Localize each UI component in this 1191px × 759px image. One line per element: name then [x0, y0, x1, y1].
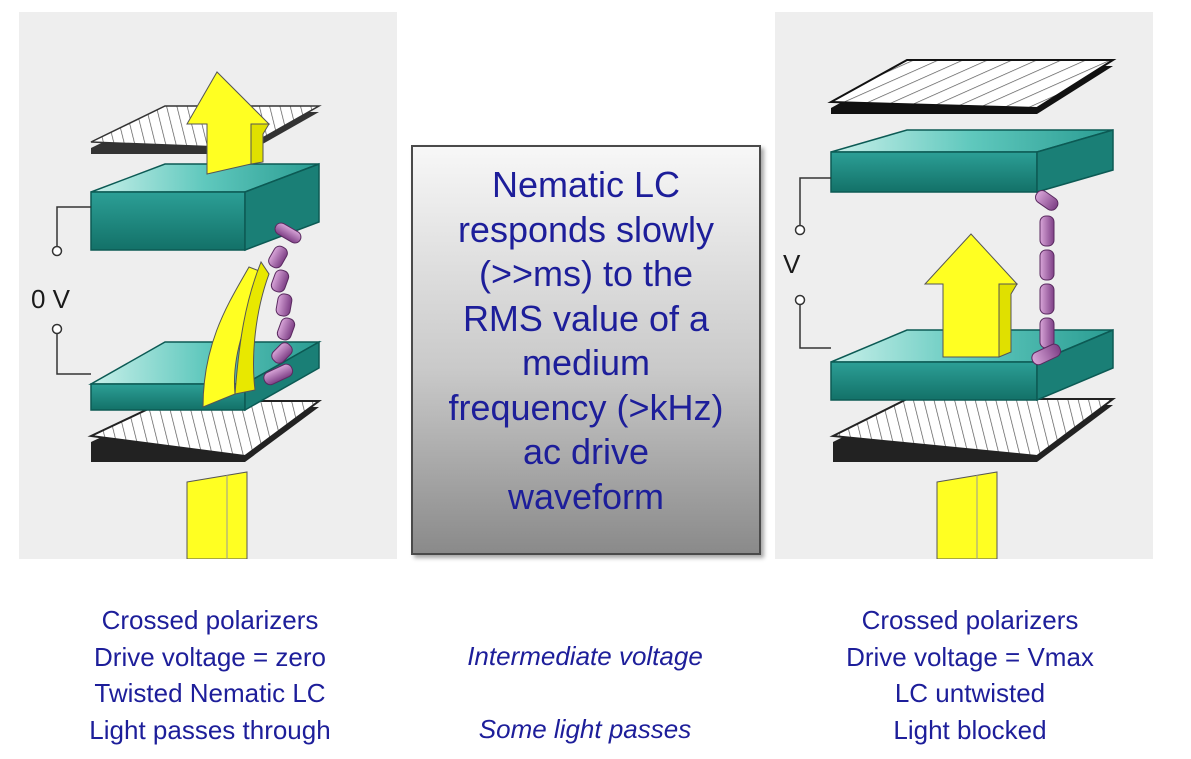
caption-line: Light blocked: [893, 714, 1047, 745]
lc-molecules-twisted: [263, 222, 302, 386]
top-polarizer: [827, 59, 1117, 114]
info-line: RMS value of a: [462, 297, 710, 339]
info-line: ac drive: [522, 431, 650, 472]
info-line: (>>ms) to the: [478, 253, 694, 294]
nematic-lc-info-box: Nematic LC responds slowly (>>ms) to the…: [411, 145, 761, 555]
center-caption: Intermediate voltage Some light passes: [420, 638, 750, 748]
caption-line: LC untwisted: [894, 678, 1046, 708]
caption-line: Some light passes: [478, 714, 692, 744]
right-untwisted-cell-diagram: V: [775, 12, 1153, 559]
lc-molecules-aligned: [1031, 190, 1062, 366]
voltage-label-zero: 0 V: [31, 284, 71, 314]
voltage-circuit-wires: [794, 177, 831, 349]
caption-line: Crossed polarizers: [861, 605, 1079, 635]
bottom-polarizer: [829, 398, 1116, 462]
caption-line: Drive voltage = zero: [94, 641, 326, 672]
caption-line: Light passes through: [89, 714, 331, 745]
info-line: medium: [521, 342, 651, 383]
caption-line: Twisted Nematic LC: [94, 678, 326, 708]
info-line: waveform: [507, 475, 665, 517]
left-caption: Crossed polarizers Drive voltage = zero …: [40, 602, 380, 748]
right-caption: Crossed polarizers Drive voltage = Vmax …: [800, 602, 1140, 748]
incoming-light-arrow: [936, 471, 998, 559]
caption-line: Crossed polarizers: [101, 605, 319, 635]
info-line: Nematic LC: [491, 164, 681, 205]
incoming-light-arrow: [186, 471, 248, 559]
voltage-circuit-wires: [51, 206, 91, 375]
caption-line: Intermediate voltage: [467, 641, 703, 671]
top-glass-plate: [830, 129, 1114, 193]
right-cell-illustration: [794, 59, 1117, 559]
top-glass-plate: [90, 162, 320, 252]
left-cell-illustration: [51, 71, 323, 559]
bottom-polarizer: [87, 400, 323, 462]
voltage-label-v: V: [783, 249, 801, 279]
caption-line: Drive voltage = Vmax: [846, 641, 1094, 672]
left-tn-cell-diagram: 0 V: [19, 12, 397, 559]
info-line: frequency (>kHz): [448, 386, 724, 428]
info-line: responds slowly: [457, 208, 715, 250]
